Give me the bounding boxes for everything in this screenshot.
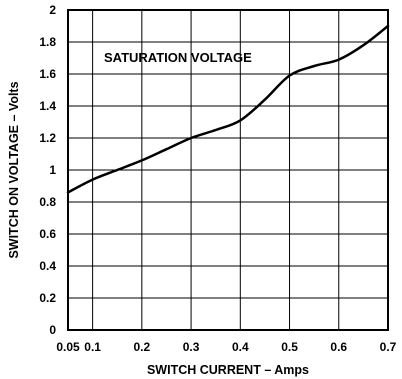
y-tick-label: 1.2 [39, 131, 56, 145]
x-tick-label: 0.1 [84, 340, 101, 354]
x-tick-label: 0.4 [232, 340, 249, 354]
x-tick-label: 0.3 [183, 340, 200, 354]
x-tick-labels: 0.05 0.1 0.2 0.3 0.4 0.5 0.6 0.7 [56, 340, 396, 354]
y-tick-label: 0 [49, 323, 56, 337]
plot-frame [67, 9, 389, 331]
y-tick-labels: 0 0.2 0.4 0.6 0.8 1 1.2 1.4 1.6 1.8 2 [39, 3, 56, 337]
x-tick-label: 0.2 [134, 340, 151, 354]
x-tick-label: 0.6 [330, 340, 347, 354]
x-tick-label: 0.05 [56, 340, 80, 354]
x-tick-label: 0.7 [380, 340, 397, 354]
y-tick-label: 0.4 [39, 259, 56, 273]
y-axis-title: SWITCH ON VOLTAGE – Volts [7, 81, 21, 258]
y-tick-label: 0.2 [39, 291, 56, 305]
grid-lines [68, 10, 388, 330]
y-tick-label: 1.8 [39, 35, 56, 49]
x-axis-title: SWITCH CURRENT – Amps [147, 363, 309, 377]
y-tick-label: 0.6 [39, 227, 56, 241]
y-tick-label: 1 [49, 163, 56, 177]
y-tick-label: 0.8 [39, 195, 56, 209]
series-annotation: SATURATION VOLTAGE [104, 50, 252, 65]
y-tick-label: 1.4 [39, 99, 56, 113]
saturation-voltage-curve [66, 24, 390, 194]
x-tick-label: 0.5 [281, 340, 298, 354]
y-tick-label: 1.6 [39, 67, 56, 81]
y-tick-label: 2 [49, 3, 56, 17]
